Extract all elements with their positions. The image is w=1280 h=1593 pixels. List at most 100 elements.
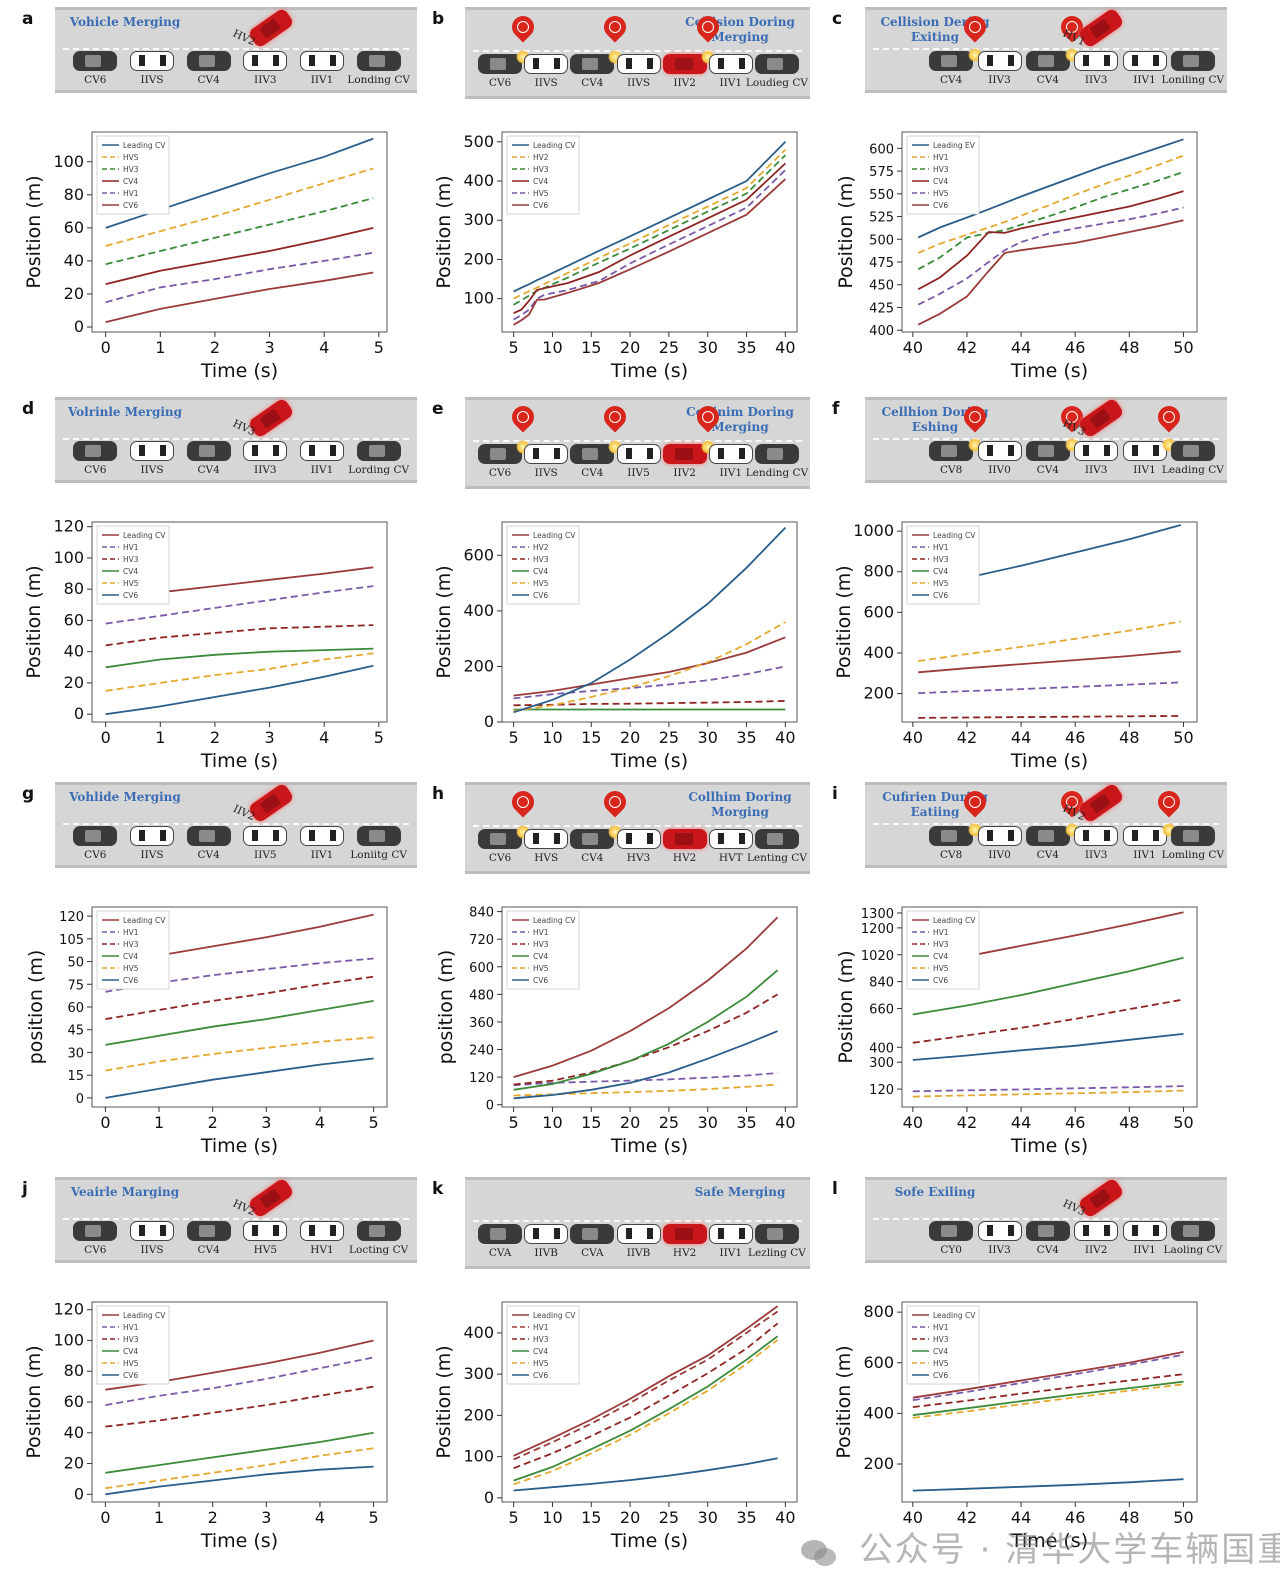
legend-entry: CV6 [123,1371,138,1380]
vehicle-label: IIV1 [310,74,334,87]
y-tick-label: 600 [463,545,494,564]
x-tick-label: 3 [261,1508,271,1527]
y-tick-label: 400 [869,1041,894,1056]
y-tick-label: 100 [53,152,84,171]
vehicle-label: CVA [488,1247,512,1260]
human-vehicle-icon [130,1221,174,1242]
x-tick-label: 20 [620,728,640,747]
y-tick-label: 0 [484,712,494,731]
x-tick-label: 20 [620,1508,640,1527]
legend-entry: CV4 [933,567,948,576]
y-axis-label: Position (m) [23,1345,45,1458]
connected-vehicle-icon [1025,826,1070,847]
connected-vehicle-icon [754,54,799,75]
legend-entry: CV6 [123,201,138,210]
vehicle-label: IIVB [534,1247,558,1260]
y-axis-label: Position (m) [835,175,857,288]
road-scene: Cufirien During Eatiing CV8 IIV0 CV4 IIV3 IIV… [865,782,1227,868]
y-axis-label: Position (m) [433,1345,455,1458]
y-tick-label: 0 [74,704,84,723]
legend-entry: CV6 [123,976,138,985]
legend-entry: Leading CV [533,531,576,540]
vehicle-label: IIV1 [719,1247,743,1260]
human-vehicle-icon [708,1224,753,1245]
panel-letter: k [432,1179,444,1199]
human-vehicle-icon [1074,51,1119,72]
y-axis-label: position (m) [435,950,457,1065]
road-scene: Cellision Dering Exiting CV4 IIV3 CV4 IIV3 II… [865,7,1227,93]
lane-divider [473,1220,802,1223]
y-tick-label: 80 [64,1361,84,1380]
series-line-hv1 [912,1353,1184,1402]
series-line-cv4 [917,190,1184,291]
series-line-hv5 [105,1447,374,1490]
human-vehicle-icon [662,1224,707,1245]
y-tick-label: 480 [469,988,494,1003]
series-line-cv6 [912,1478,1184,1492]
x-axis-label: Time (s) [200,750,278,772]
x-tick-label: 46 [1065,1113,1085,1132]
legend-box [506,1305,580,1385]
x-tick-label: 44 [1011,1508,1031,1527]
connected-vehicle-icon [186,51,231,72]
legend-entry: CV6 [933,976,948,985]
vehicle-label: CV6 [488,852,512,865]
y-tick-label: 120 [59,910,84,925]
connected-vehicle-icon [1170,826,1215,847]
legend-entry: HV3 [123,165,139,174]
human-vehicle-icon [1122,441,1167,462]
legend: Leading CV HV1 HV3 CV4 HV5 CV6 [506,910,580,990]
connected-vehicle-icon [478,54,523,75]
connected-vehicle-icon [570,1224,615,1245]
series-line-cv4 [912,1380,1184,1417]
x-tick-label: 42 [957,338,977,357]
series-line-cv4 [105,1431,374,1474]
x-tick-label: 46 [1065,1508,1085,1527]
x-tick-label: 25 [659,1508,679,1527]
legend-entry: HV5 [123,964,139,973]
legend-entry: Leading CV [933,916,976,925]
scenario-label: Vohicle Merging [69,15,181,29]
legend-entry: CV4 [533,952,548,961]
y-tick-label: 360 [469,1016,494,1031]
series-line-cv6 [513,526,787,714]
series-line-hv2 [513,148,787,300]
legend: Leading CV HV1 HV3 CV4 HV5 CV6 [96,910,170,990]
legend-entry: CV6 [933,1371,948,1380]
y-tick-label: 0 [74,317,84,336]
vehicle-label: IIVS [140,849,164,862]
x-tick-label: 15 [581,338,601,357]
x-axis-label: Time (s) [1010,750,1088,772]
legend-box [506,135,580,215]
vehicle-label: Lording CV [348,464,410,477]
legend-entry: CV4 [123,1347,138,1356]
lane-divider [473,825,802,828]
scenario-label: Veairle Marging [70,1185,180,1199]
human-vehicle-icon [1122,1221,1167,1242]
y-tick-label: 0 [76,1092,84,1107]
y-tick-label: 40 [64,1423,84,1442]
road-scene: Veairle Marging CV6 IIVS CV4 HV5 HV1 Locting C… [55,1177,417,1263]
y-tick-label: 575 [869,165,894,180]
x-tick-label: 30 [698,1113,718,1132]
x-tick-label: 42 [957,1508,977,1527]
panel-letter: j [22,1179,28,1199]
vehicle-label: IIV3 [1084,464,1108,477]
x-tick-label: 35 [736,728,756,747]
legend-entry: HV3 [533,1335,549,1344]
x-axis-label: Time (s) [610,1530,688,1552]
vehicle-label: IIV0 [988,464,1011,477]
series-line-hv1 [105,251,374,304]
collision-marker-icon [599,401,631,433]
vehicle-label: IIVS [534,77,558,90]
legend-entry: HV5 [933,579,949,588]
y-tick-label: 400 [869,324,894,339]
series-line-hv1 [105,585,374,625]
legend: Leading CV HV2 HV3 CV4 HV5 CV6 [506,525,580,605]
lane-divider [63,47,409,50]
legend-entry: HV5 [533,964,549,973]
legend-entry: Leading CV [533,1311,576,1320]
x-tick-label: 42 [957,728,977,747]
series-line-leading-cv [918,650,1181,674]
